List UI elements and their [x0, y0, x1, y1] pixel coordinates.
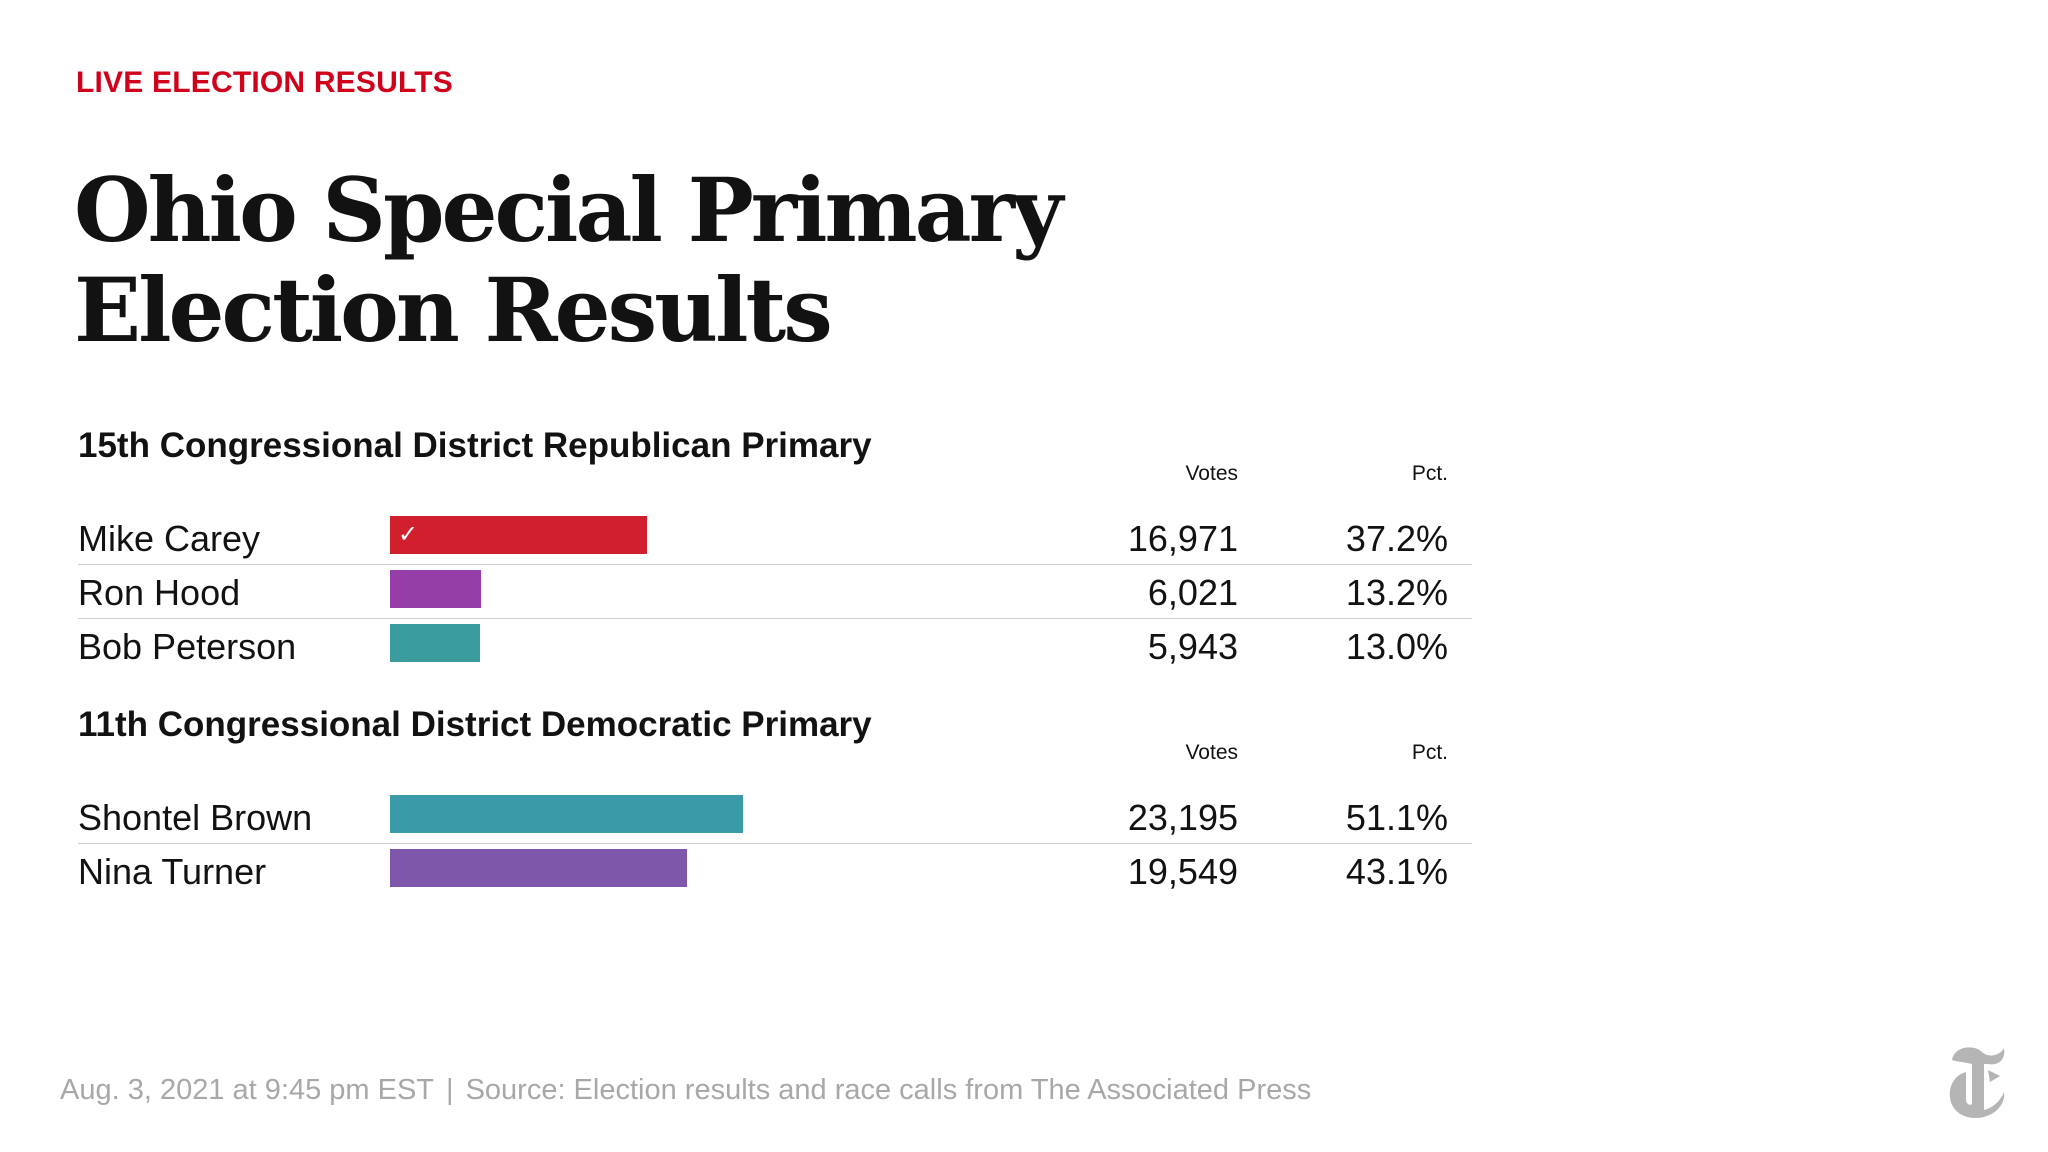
- timestamp: Aug. 3, 2021 at 9:45 pm EST: [60, 1074, 435, 1106]
- race-democratic-11th: 11th Congressional District Democratic P…: [78, 705, 1478, 892]
- pct-column-header: Pct.: [1411, 462, 1448, 485]
- votes-column-header: Votes: [1185, 462, 1238, 485]
- candidate-row: Bob Peterson 5,943 13.0%: [78, 618, 1478, 672]
- candidate-name: Shontel Brown: [78, 797, 313, 838]
- race-title: 11th Congressional District Democratic P…: [78, 705, 872, 744]
- footer-credit: Aug. 3, 2021 at 9:45 pm EST | Source: Elec…: [60, 1074, 1311, 1107]
- nyt-t-logo-icon: [1949, 1047, 2005, 1118]
- candidate-name: Mike Carey: [78, 518, 261, 559]
- pct-column-header: Pct.: [1411, 741, 1448, 764]
- source-note: Source: Election results and race calls …: [465, 1074, 1312, 1106]
- vote-percent: 13.0%: [1345, 626, 1448, 667]
- candidate-name: Ron Hood: [78, 572, 241, 613]
- page-title: Ohio Special Primary Election Results: [74, 160, 1074, 360]
- vote-percent: 37.2%: [1345, 518, 1448, 559]
- results-rows: Mike Carey ✓ 16,971 37.2% Ron Hood 6,021…: [78, 510, 1478, 672]
- vote-count: 19,549: [1127, 851, 1238, 892]
- title-line-2: Election Results: [74, 258, 833, 362]
- race-title: 15th Congressional District Republican P…: [78, 426, 872, 465]
- candidate-row: Shontel Brown 23,195 51.1%: [78, 789, 1478, 844]
- vote-share-bar: [390, 795, 743, 833]
- results-rows: Shontel Brown 23,195 51.1% Nina Turner 1…: [78, 789, 1478, 897]
- vote-count: 16,971: [1127, 518, 1238, 559]
- vote-share-bar: [390, 570, 481, 608]
- vote-percent: 43.1%: [1345, 851, 1448, 892]
- footer-separator: |: [446, 1074, 454, 1106]
- checkmark-icon: ✓: [398, 520, 419, 548]
- vote-percent: 13.2%: [1345, 572, 1448, 613]
- vote-share-bar: ✓: [390, 516, 647, 554]
- candidate-row: Mike Carey ✓ 16,971 37.2%: [78, 510, 1478, 565]
- vote-share-bar: [390, 624, 480, 662]
- candidate-row: Nina Turner 19,549 43.1%: [78, 843, 1478, 897]
- candidate-name: Nina Turner: [78, 851, 267, 892]
- vote-percent: 51.1%: [1345, 797, 1448, 838]
- kicker-label: LIVE ELECTION RESULTS: [76, 66, 454, 99]
- vote-count: 6,021: [1147, 572, 1238, 613]
- title-line-1: Ohio Special Primary: [74, 158, 1063, 262]
- votes-column-header: Votes: [1185, 741, 1238, 764]
- candidate-row: Ron Hood 6,021 13.2%: [78, 564, 1478, 619]
- vote-count: 23,195: [1127, 797, 1238, 838]
- race-republican-15th: 15th Congressional District Republican P…: [78, 426, 1478, 667]
- candidate-name: Bob Peterson: [78, 626, 297, 667]
- vote-count: 5,943: [1147, 626, 1238, 667]
- vote-share-bar: [390, 849, 687, 887]
